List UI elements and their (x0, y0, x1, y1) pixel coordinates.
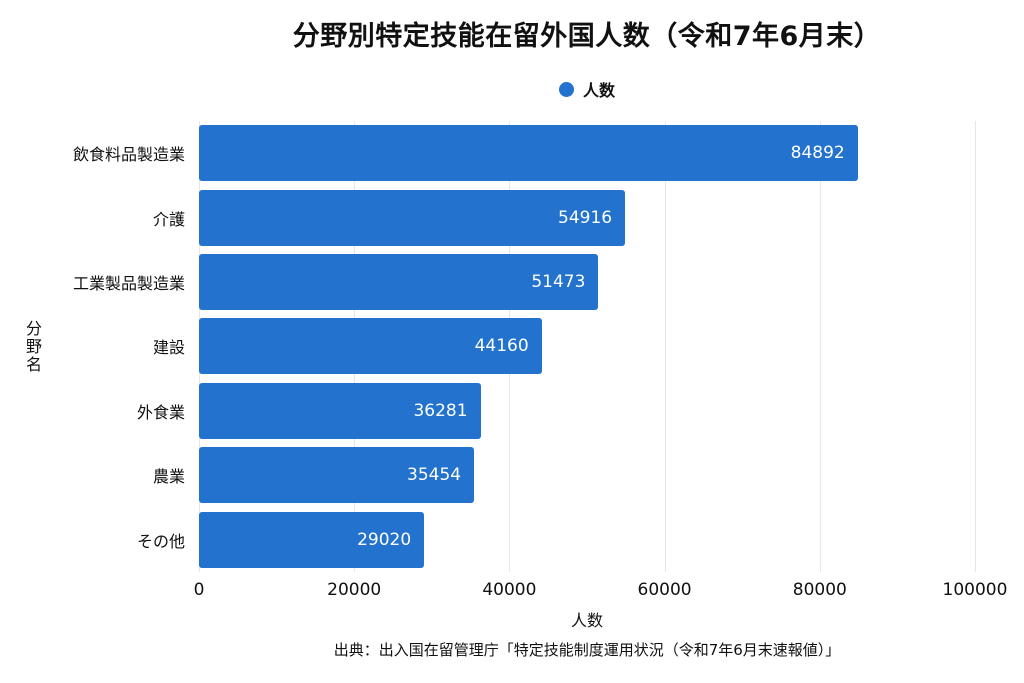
x-axis-tick-labels: 0 20000 40000 60000 80000 100000 (194, 580, 1008, 602)
bar-value-label: 51473 (531, 272, 586, 293)
bar: 51473 (199, 254, 599, 311)
category-label: 外食業 (136, 402, 185, 422)
chart-title: 分野別特定技能在留外国人数（令和7年6月末） (292, 21, 882, 52)
bar: 35454 (199, 447, 475, 504)
legend-circle-icon (558, 81, 574, 97)
category-label: 建設 (152, 338, 185, 358)
plot-area: 84892 54916 51473 44160 36281 35454 29020 (199, 121, 976, 572)
bar-value-label: 84892 (790, 143, 845, 164)
bar-row: 54916 (199, 185, 975, 249)
x-axis-title: 人数 (570, 611, 603, 630)
x-tick-label: 100000 (942, 580, 1008, 600)
legend-label: 人数 (582, 81, 615, 100)
bar-row: 36281 (199, 379, 975, 443)
gridline (819, 121, 821, 572)
x-tick-label: 20000 (327, 580, 382, 600)
bar: 44160 (199, 318, 542, 375)
source-note: 出典：出入国在留管理庁「特定技能制度運用状況（令和7年6月末速報値）」 (333, 641, 841, 659)
category-label: その他 (136, 531, 185, 551)
bar-row: 35454 (199, 443, 975, 507)
y-axis-title: 分野名 (23, 319, 42, 374)
bar: 29020 (199, 511, 425, 568)
category-label: 工業製品製造業 (72, 274, 185, 294)
bar-row: 44160 (199, 314, 975, 378)
bar-row: 29020 (199, 508, 975, 572)
category-axis-labels: 飲食料品製造業介護工業製品製造業建設外食業農業その他 (0, 121, 185, 572)
bar: 84892 (199, 125, 858, 182)
bar: 36281 (199, 382, 481, 439)
x-tick-label: 40000 (482, 580, 537, 600)
x-tick-label: 0 (193, 580, 205, 600)
bar-value-label: 44160 (474, 336, 529, 357)
gridline (975, 121, 976, 572)
bar-value-label: 54916 (558, 207, 613, 228)
bar-value-label: 35454 (407, 465, 462, 486)
gridline (664, 121, 666, 572)
category-label: 農業 (152, 467, 185, 487)
bar-row: 84892 (199, 121, 975, 185)
x-tick-label: 60000 (637, 580, 692, 600)
bar-value-label: 36281 (413, 400, 468, 421)
legend: 人数 (199, 77, 975, 101)
bar-value-label: 29020 (357, 529, 412, 550)
category-label: 飲食料品製造業 (72, 145, 185, 165)
category-label: 介護 (152, 209, 185, 229)
bar-series: 84892 54916 51473 44160 36281 35454 29020 (199, 121, 975, 572)
bar: 54916 (199, 189, 626, 246)
bar-row: 51473 (199, 250, 975, 314)
x-tick-label: 80000 (792, 580, 847, 600)
